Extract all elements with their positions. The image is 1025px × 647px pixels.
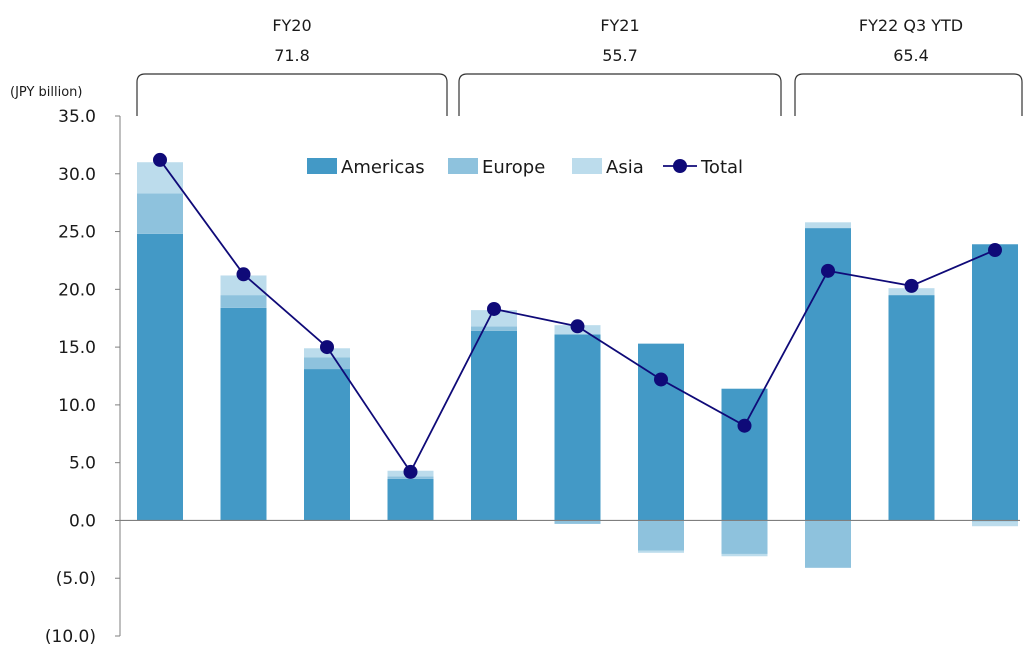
legend-swatch-europe — [448, 158, 478, 174]
group-total-2: 65.4 — [893, 46, 929, 65]
bracket-1 — [458, 73, 782, 116]
y-tick-label: 35.0 — [58, 107, 96, 127]
bar-europe-2 — [304, 357, 350, 370]
group-total-0: 71.8 — [274, 46, 310, 65]
bar-europe-6 — [638, 520, 684, 551]
bar-europe-0 — [137, 193, 183, 234]
bracket-0 — [136, 73, 448, 116]
total-point-5 — [570, 319, 585, 334]
bar-europe-7 — [721, 520, 768, 554]
bar-americas-2 — [304, 369, 350, 521]
y-tick-label: 30.0 — [58, 165, 96, 185]
total-point-10 — [988, 243, 1002, 258]
legend: Americas Europe Asia Total — [307, 157, 743, 178]
bar-asia-4 — [471, 310, 517, 327]
group-label-1: FY21 — [600, 16, 639, 35]
y-tick-label: 5.0 — [69, 454, 96, 474]
y-tick-label: (10.0) — [45, 627, 96, 647]
legend-label-total: Total — [700, 157, 743, 178]
fiscal-year-brackets — [136, 73, 1023, 116]
bracket-2 — [794, 73, 1023, 116]
total-point-6 — [654, 372, 668, 387]
group-label-2: FY22 Q3 YTD — [859, 16, 963, 35]
bar-series — [137, 162, 1018, 568]
bar-americas-5 — [554, 334, 601, 521]
legend-label-europe: Europe — [482, 157, 545, 178]
total-point-0 — [153, 152, 167, 167]
legend-label-americas: Americas — [341, 157, 425, 178]
bar-americas-3 — [387, 478, 434, 521]
total-line-series — [153, 152, 1002, 479]
bar-americas-7 — [721, 388, 768, 521]
y-axis: 35.0 30.0 25.0 20.0 15.0 10.0 5.0 0.0 (5.0) (10.0… — [45, 107, 121, 647]
total-point-8 — [821, 263, 835, 278]
bar-europe-1 — [220, 295, 267, 308]
fiscal-year-labels: FY20 71.8 FY21 55.7 FY22 Q3 YTD 65.4 — [272, 16, 963, 65]
y-tick-label: 10.0 — [58, 396, 96, 416]
total-point-1 — [236, 267, 251, 282]
bar-americas-1 — [220, 307, 267, 521]
bar-europe-5 — [554, 520, 601, 524]
legend-swatch-americas — [307, 158, 337, 174]
group-total-1: 55.7 — [602, 46, 638, 65]
bar-americas-0 — [137, 233, 183, 521]
bar-asia-1 — [220, 275, 267, 296]
y-tick-label: 20.0 — [58, 280, 96, 300]
group-label-0: FY20 — [272, 16, 311, 35]
y-tick-label: 0.0 — [69, 511, 96, 531]
bar-europe-8 — [805, 520, 851, 568]
y-tick-label: 15.0 — [58, 338, 96, 358]
bar-asia-0 — [137, 162, 183, 194]
y-tick-label: 25.0 — [58, 223, 96, 243]
bar-europe-4 — [471, 326, 517, 331]
total-point-9 — [904, 278, 919, 293]
legend-marker-total — [673, 159, 687, 173]
bar-americas-10 — [972, 244, 1018, 521]
bar-asia-6 — [638, 550, 684, 553]
total-point-2 — [320, 340, 334, 355]
total-point-7 — [737, 418, 752, 433]
y-tick-label: (5.0) — [56, 569, 96, 589]
bar-americas-9 — [888, 295, 935, 521]
legend-label-asia: Asia — [606, 157, 644, 178]
bar-asia-8 — [805, 222, 851, 229]
y-axis-unit-label: (JPY billion) — [10, 85, 83, 100]
bar-asia-10 — [972, 521, 1018, 527]
bar-americas-4 — [471, 330, 517, 521]
total-point-3 — [403, 464, 418, 479]
legend-swatch-asia — [572, 158, 602, 174]
bar-asia-7 — [721, 553, 768, 557]
total-point-4 — [487, 301, 501, 316]
